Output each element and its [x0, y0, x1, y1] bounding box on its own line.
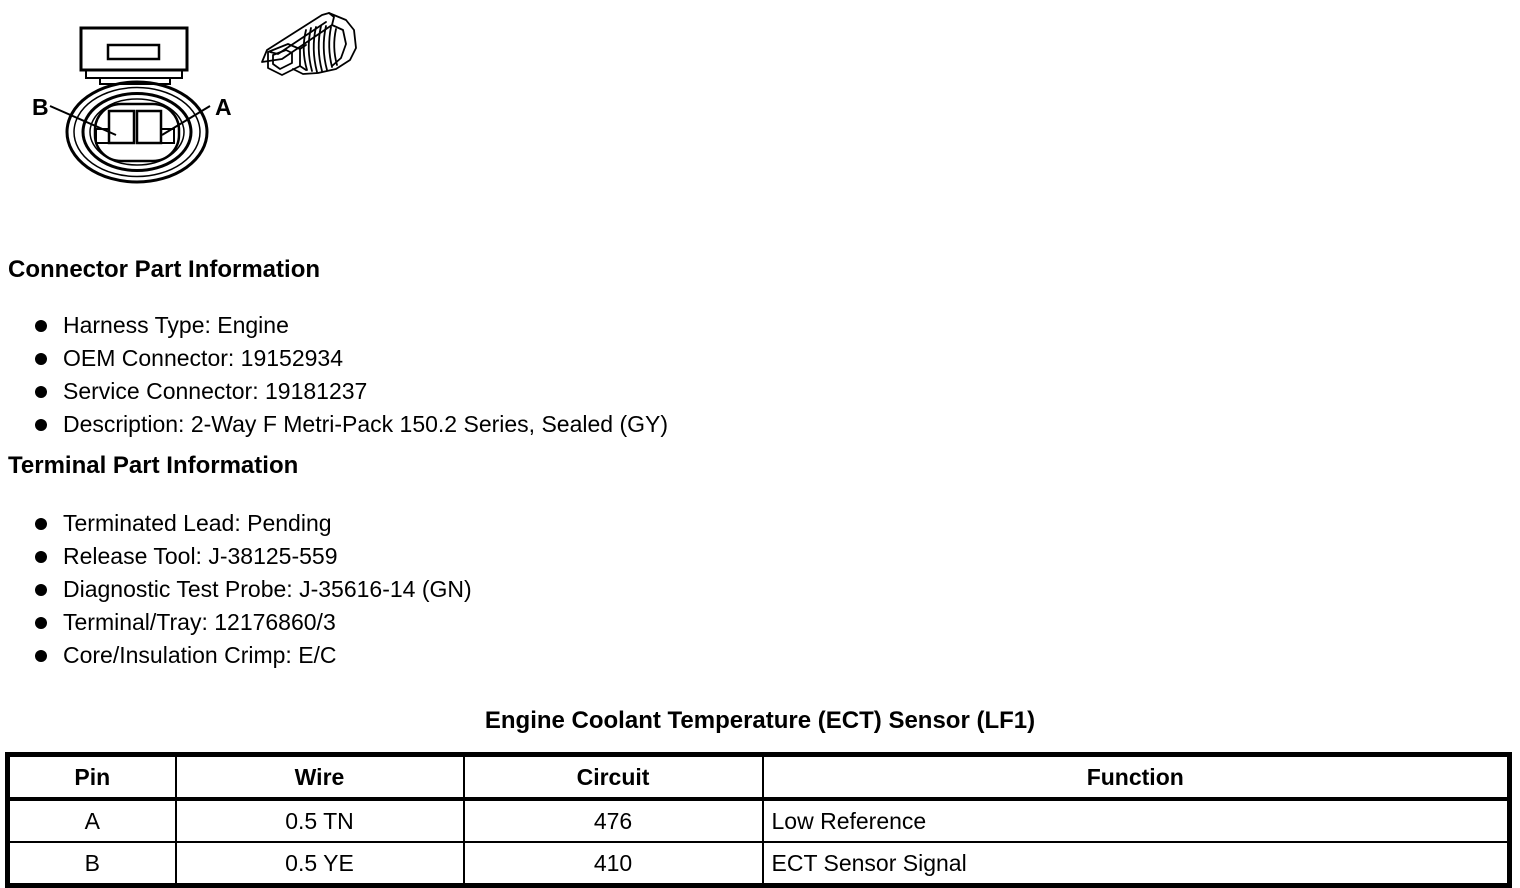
leader-line-b	[49, 105, 117, 136]
list-item: Harness Type: Engine	[0, 309, 900, 342]
seal-ring-outer	[65, 80, 209, 184]
list-item-text: OEM Connector: 19152934	[63, 345, 344, 371]
cell-wire: 0.5 YE	[174, 841, 465, 887]
bullet-icon	[35, 551, 47, 563]
list-item-text: Description: 2-Way F Metri-Pack 150.2 Se…	[63, 411, 669, 437]
cell-pin: B	[6, 841, 177, 887]
rib-6	[328, 26, 333, 68]
rib-4	[317, 25, 323, 72]
list-item: Description: 2-Way F Metri-Pack 150.2 Se…	[0, 408, 900, 441]
connector-part-info-list: Harness Type: Engine OEM Connector: 1915…	[0, 309, 900, 441]
column-header-function: Function	[761, 753, 1511, 801]
rib-3	[312, 26, 318, 73]
connector-3d-sketch	[261, 12, 357, 76]
table-row: B 0.5 YE 410 ECT Sensor Signal	[6, 841, 1511, 887]
seal-ring-2	[73, 86, 201, 178]
list-item: Core/Insulation Crimp: E/C	[0, 639, 900, 672]
list-item: Terminal/Tray: 12176860/3	[0, 606, 900, 639]
latch-slot	[106, 43, 161, 61]
bullet-icon	[35, 386, 47, 398]
list-item: Diagnostic Test Probe: J-35616-14 (GN)	[0, 573, 900, 606]
list-item: Service Connector: 19181237	[0, 375, 900, 408]
rib-1	[302, 29, 308, 71]
list-item-text: Service Connector: 19181237	[63, 378, 368, 404]
terminal-a-cavity	[135, 109, 163, 145]
nose-joins	[299, 44, 307, 71]
leader-line-a	[161, 105, 211, 136]
bullet-icon	[35, 617, 47, 629]
connector-3d-side-view-diagram	[261, 12, 357, 76]
latch-beam	[99, 77, 171, 85]
table-row: A 0.5 TN 476 Low Reference	[6, 798, 1511, 843]
cell-function: ECT Sensor Signal	[761, 841, 1511, 887]
table-header-row: Pin Wire Circuit Function	[6, 753, 1511, 801]
list-item-text: Release Tool: J-38125-559	[63, 543, 338, 569]
bullet-icon	[35, 650, 47, 662]
list-item: OEM Connector: 19152934	[0, 342, 900, 375]
connector-face-drawing	[49, 26, 211, 184]
bullet-icon	[35, 518, 47, 530]
latch-tab-outline	[79, 26, 189, 72]
rib-5	[322, 25, 328, 71]
pin-b-label: B	[32, 94, 49, 120]
column-header-wire: Wire	[174, 753, 465, 801]
column-header-pin: Pin	[6, 753, 177, 801]
cell-circuit: 476	[462, 798, 764, 843]
column-header-circuit: Circuit	[462, 753, 764, 801]
seal-ring-4	[89, 98, 185, 166]
cell-pin: A	[6, 798, 177, 843]
seal-ring-3	[81, 92, 193, 172]
terminal-part-info-heading: Terminal Part Information	[8, 452, 299, 479]
body-outline	[292, 12, 357, 75]
terminal-b-cavity	[107, 109, 136, 145]
bullet-icon	[35, 353, 47, 365]
cell-circuit: 410	[462, 841, 764, 887]
bullet-icon	[35, 419, 47, 431]
list-item-text: Core/Insulation Crimp: E/C	[63, 642, 337, 668]
rib-7	[333, 28, 338, 66]
terminal-part-info-list: Terminated Lead: Pending Release Tool: J…	[0, 507, 900, 672]
list-item-text: Terminal/Tray: 12176860/3	[63, 609, 336, 635]
pinout-table-title: Engine Coolant Temperature (ECT) Sensor …	[484, 707, 1036, 734]
list-item: Terminated Lead: Pending	[0, 507, 900, 540]
cell-function: Low Reference	[761, 798, 1511, 843]
list-item-text: Harness Type: Engine	[63, 312, 289, 338]
connector-front-view-diagram: B A	[32, 26, 232, 184]
pinout-table: Pin Wire Circuit Function A 0.5 TN 476 L…	[5, 752, 1512, 888]
bullet-icon	[35, 320, 47, 332]
connector-part-info-heading: Connector Part Information	[8, 256, 321, 283]
list-item: Release Tool: J-38125-559	[0, 540, 900, 573]
cell-wire: 0.5 TN	[174, 798, 465, 843]
nose-opening	[272, 49, 293, 70]
pin-a-label: A	[215, 94, 232, 120]
bullet-icon	[35, 584, 47, 596]
list-item-text: Terminated Lead: Pending	[63, 510, 332, 536]
index-notch-right	[161, 128, 175, 144]
body-shoulder	[331, 24, 347, 67]
list-item-text: Diagnostic Test Probe: J-35616-14 (GN)	[63, 576, 472, 602]
rib-2	[307, 27, 313, 72]
